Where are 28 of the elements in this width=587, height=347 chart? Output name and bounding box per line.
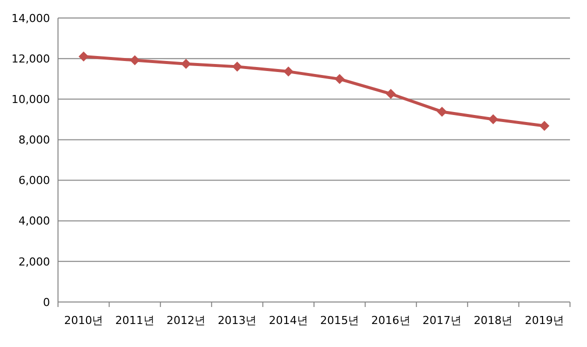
point [232,62,242,72]
point [130,55,140,66]
point [488,114,498,124]
x-tick-label: 2012년 [166,314,206,327]
y-tick-label: 0 [43,296,50,309]
point [386,88,396,99]
y-tick-label: 4,000 [18,214,50,228]
point [181,58,191,69]
y-tick-label: 6,000 [18,174,50,188]
y-tick-label: 14,000 [12,12,50,25]
x-tick-label: 2015년 [320,314,360,327]
x-tick-label: 2011년 [115,314,154,327]
x-tick-label: 2017년 [422,314,462,327]
x-tick-label: 2019년 [524,314,564,327]
point [539,120,550,131]
y-tick-label: 8,000 [18,134,50,147]
x-tick-label: 2010년 [64,314,104,327]
y-tick-label: 10,000 [12,92,50,106]
x-tick-label: 2016년 [371,314,410,327]
x-tick-label: 2018년 [474,314,513,327]
point [334,74,345,84]
point [283,66,294,77]
y-tick-label: 2,000 [18,255,50,268]
point [78,52,89,62]
x-tick-label: 2014년 [268,314,308,327]
x-tick-label: 2013년 [218,314,257,327]
point [437,106,447,117]
y-tick-label: 12,000 [12,52,50,66]
